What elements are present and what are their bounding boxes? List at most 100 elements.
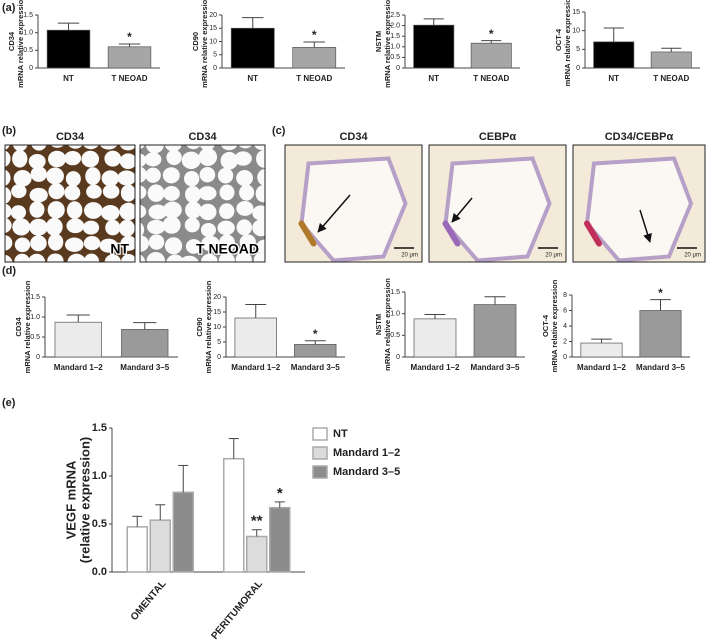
adipocyte <box>121 254 135 262</box>
adipocyte <box>186 145 201 150</box>
y-axis-label: NSTM <box>374 314 383 335</box>
adipocyte <box>238 145 253 149</box>
adipocyte <box>64 237 84 252</box>
panel-labels: (a) (b) (c) (d) (e) <box>2 2 286 409</box>
panel-label: (a) <box>2 2 16 14</box>
y-axis-label: CD34 <box>14 317 23 337</box>
adipocyte <box>140 153 147 168</box>
adipocyte <box>82 145 99 150</box>
y-tick-label: 1.5 <box>390 289 400 296</box>
adipocyte <box>220 145 238 151</box>
adipocyte <box>30 166 47 182</box>
x-tick-label: NT <box>428 74 439 83</box>
y-tick-label: 0 <box>396 354 400 361</box>
adipocyte <box>234 151 252 166</box>
adipocyte <box>47 201 65 219</box>
adipocyte <box>119 145 135 151</box>
adipocyte <box>5 150 11 167</box>
y-tick-label: 10 <box>213 324 221 331</box>
x-tick-label: Mandard 1–2 <box>577 363 626 372</box>
y-tick-label: 1.5 <box>23 12 33 19</box>
adipocyte <box>256 149 265 168</box>
adipocyte <box>28 253 46 262</box>
y-tick-label: 0.5 <box>23 47 33 54</box>
adipocyte <box>5 217 12 234</box>
adipocyte <box>29 201 45 218</box>
adipocyte <box>255 185 265 203</box>
adipocyte <box>86 184 102 199</box>
adipocyte <box>217 167 234 184</box>
adipocyte <box>101 205 120 221</box>
y-tick-label: 10 <box>572 28 580 35</box>
adipocyte <box>11 184 27 199</box>
y-tick-label: 0 <box>217 354 221 361</box>
bar <box>121 329 169 358</box>
x-tick-label: NT <box>247 74 258 83</box>
arrow <box>317 194 351 233</box>
adipocyte <box>148 234 165 250</box>
x-tick-label: Mandard 3–5 <box>471 363 520 372</box>
adipocyte <box>5 186 12 204</box>
y-tick-label: 1.5 <box>390 33 400 40</box>
adipocyte <box>104 150 122 167</box>
micrograph <box>140 145 265 262</box>
adipocyte <box>14 237 31 253</box>
adipocyte <box>99 238 118 253</box>
y-axis-label: CD90 <box>191 32 200 51</box>
micrograph <box>5 145 135 262</box>
y-tick-label: 0.5 <box>30 334 40 341</box>
adipocyte <box>254 145 265 151</box>
y-tick-label: 2 <box>563 338 567 345</box>
y-tick-label: 0.5 <box>390 54 400 61</box>
y-tick-label: 1.0 <box>92 470 107 482</box>
legend-label: NT <box>333 428 348 440</box>
y-axis-label: mRNA relative expression <box>563 0 572 86</box>
adipocyte <box>252 205 265 221</box>
bar <box>593 41 635 69</box>
adipocyte <box>257 168 265 186</box>
y-axis-label: CD90 <box>195 317 204 336</box>
stain <box>298 220 317 247</box>
adipocyte <box>50 145 64 148</box>
micrograph-frame <box>139 144 266 263</box>
y-tick-label: 0.5 <box>92 518 107 530</box>
adipocyte <box>5 145 10 150</box>
adipocyte <box>184 217 200 233</box>
significance: ** <box>251 513 263 530</box>
adipocyte <box>236 200 254 216</box>
adipocyte <box>166 149 182 166</box>
adipocyte <box>66 201 83 219</box>
y-tick-label: 1.5 <box>92 422 107 434</box>
y-tick-label: 4 <box>563 323 567 330</box>
adipocyte <box>83 202 103 219</box>
y-tick-label: 20 <box>209 12 217 19</box>
bar <box>126 526 148 573</box>
x-tick-label: NT <box>63 74 74 83</box>
adipocyte <box>253 252 265 262</box>
adipocyte <box>236 219 252 236</box>
x-tick-label: OMENTAL <box>129 579 169 623</box>
x-tick-label: Mandard 1–2 <box>54 363 103 372</box>
y-tick-label: 1.5 <box>30 294 40 301</box>
bar <box>230 27 275 69</box>
adipocyte <box>46 167 64 185</box>
arrow <box>451 197 473 223</box>
adipocyte <box>200 222 217 238</box>
y-tick-label: 0 <box>576 65 580 72</box>
micrograph-title: CD34 <box>188 131 217 143</box>
panel-label: (c) <box>272 125 286 137</box>
legend-label: Mandard 1–2 <box>333 447 400 459</box>
adipocyte <box>5 169 11 187</box>
micrograph-title: CD34 <box>56 131 85 143</box>
adipocyte <box>181 151 201 170</box>
micrograph-frame <box>572 144 706 263</box>
x-tick-label: Mandard 3–5 <box>120 363 169 372</box>
adipocyte <box>5 235 13 251</box>
adipocyte <box>48 233 64 251</box>
adipocyte <box>102 184 120 199</box>
stain <box>584 220 602 247</box>
panel-label: (d) <box>2 265 16 277</box>
scale-bar-label: 20 μm <box>545 253 562 259</box>
micrographs: CD34 NT CD34 T NEOAD 20 μm CD34 20 μm CEBPα 20 μ… <box>4 131 706 263</box>
x-tick-label: T NEOAD <box>473 74 509 83</box>
